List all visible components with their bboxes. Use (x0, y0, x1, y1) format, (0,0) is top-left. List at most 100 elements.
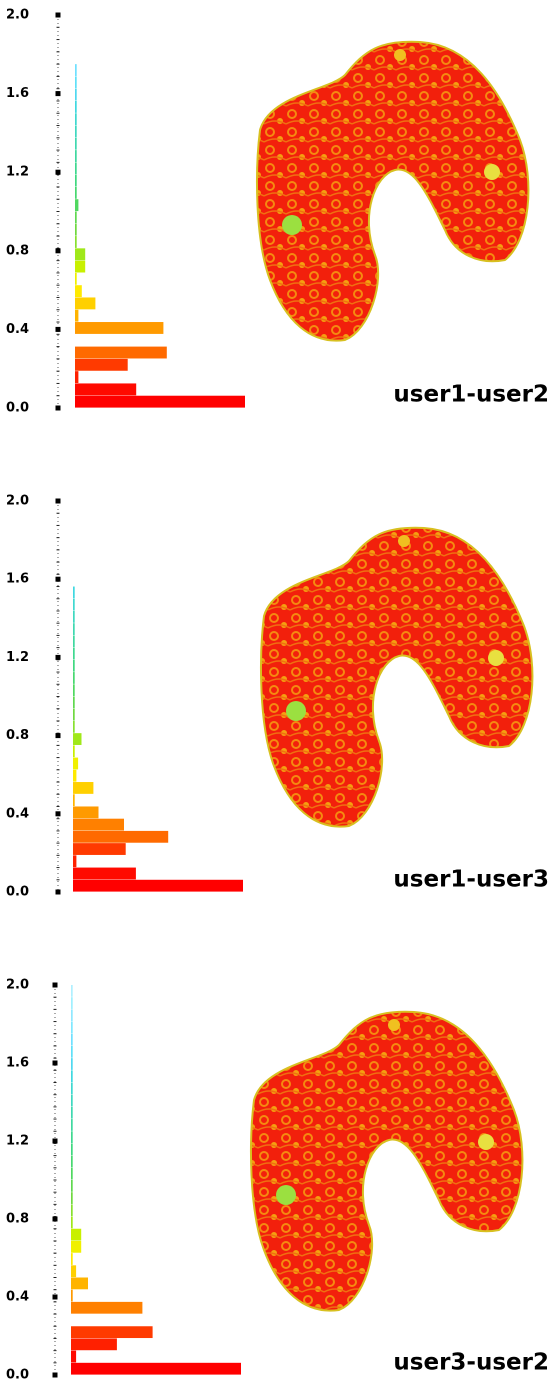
histogram-bar (75, 212, 77, 224)
histogram-bar (71, 1070, 73, 1082)
histogram-bar (73, 648, 75, 660)
histogram-bar (71, 1034, 73, 1046)
histogram-bar (71, 1363, 241, 1375)
page: 0.0 0.4 0.8 1.2 1.6 2.0 user1-user2 0.0 0.4 0.8 1.… (0, 0, 556, 1391)
histogram-bar (75, 187, 77, 199)
y-tick-label: 2.0 (6, 494, 29, 509)
y-tick-label: 0.8 (6, 728, 29, 743)
tick-mark (56, 655, 61, 660)
histogram-bar (73, 819, 124, 831)
histogram-bar (75, 359, 128, 371)
histogram-bar (75, 236, 77, 248)
histogram-bar (71, 1241, 81, 1253)
histogram-bar (75, 224, 77, 236)
bone-render (257, 42, 528, 341)
histogram-bar (75, 383, 136, 395)
bone-render (251, 1012, 522, 1311)
histogram-bar (71, 1143, 73, 1155)
y-tick-label: 2.0 (6, 8, 29, 23)
panel-label: user1-user3 (393, 867, 549, 893)
histogram-bar (75, 371, 78, 383)
histogram-bar (73, 745, 75, 757)
histogram-bar (71, 1058, 73, 1070)
histogram-bar (73, 721, 75, 733)
y-tick-label: 2.0 (6, 978, 29, 993)
histogram-bar (75, 396, 245, 408)
histogram-bar (73, 831, 168, 843)
panel-label: user3-user2 (393, 1350, 549, 1376)
histogram-bar (71, 1253, 73, 1265)
histogram-bar (73, 782, 93, 794)
y-tick-label: 0.8 (6, 1212, 29, 1227)
histogram-bar (71, 997, 73, 1009)
histogram-bar (71, 1338, 117, 1350)
y-tick-label: 0.4 (6, 1290, 29, 1305)
y-tick-label: 0.0 (6, 885, 29, 900)
histogram-bar (75, 175, 77, 187)
histogram-bar (71, 1302, 142, 1314)
tick-mark (56, 13, 61, 18)
tick-mark (53, 1295, 58, 1300)
histogram-bar (73, 611, 75, 623)
histogram-bar (71, 1022, 73, 1034)
histogram-bar (73, 635, 75, 647)
histogram-bar (73, 770, 76, 782)
histogram-bar (73, 868, 136, 880)
histogram-bar (73, 599, 75, 611)
tick-mark (56, 406, 61, 411)
histogram-bar (75, 101, 77, 113)
y-tick-label: 1.2 (6, 650, 29, 665)
tick-mark (56, 577, 61, 582)
histogram-bar (75, 138, 77, 150)
figure: 0.0 0.4 0.8 1.2 1.6 2.0 user1-user2 0.0 0.4 0.8 1.… (0, 0, 556, 1391)
histogram-bar (71, 1326, 153, 1338)
histogram-bar (75, 76, 77, 88)
tick-mark (53, 1373, 58, 1378)
histogram-bar (75, 285, 82, 297)
histogram-bar (71, 1204, 73, 1216)
histogram-bar (73, 672, 75, 684)
histogram-bar (71, 1083, 73, 1095)
histogram-bar (73, 855, 76, 867)
histogram-bar (75, 150, 77, 162)
histogram-bar (71, 1095, 73, 1107)
histogram-bar (75, 89, 77, 101)
histogram-bar (71, 1217, 73, 1229)
histogram-bar (75, 113, 77, 125)
histogram-bar (75, 261, 85, 273)
histogram-bar (75, 64, 77, 76)
histogram-bar (73, 660, 75, 672)
histogram-bar (71, 1290, 73, 1302)
y-tick-label: 1.6 (6, 1056, 29, 1071)
tick-mark (56, 890, 61, 895)
histogram-bar (73, 806, 99, 818)
panel-label: user1-user2 (393, 382, 549, 408)
histogram-bar (71, 1046, 73, 1058)
y-tick-label: 0.4 (6, 322, 29, 337)
y-tick-label: 0.8 (6, 243, 29, 258)
histogram-bar (73, 794, 75, 806)
tick-mark (56, 327, 61, 332)
y-tick-label: 1.2 (6, 165, 29, 180)
tick-mark (53, 1061, 58, 1066)
tick-mark (56, 91, 61, 96)
y-tick-label: 1.6 (6, 572, 29, 587)
histogram-bar (71, 1278, 88, 1290)
histogram-bar (71, 1009, 73, 1021)
histogram-bar (71, 1168, 73, 1180)
histogram-bar (71, 1107, 73, 1119)
bone-render (261, 528, 532, 827)
histogram-bar (75, 126, 77, 138)
histogram-bar (71, 1351, 76, 1363)
histogram-bar (71, 1229, 81, 1241)
histogram-bar (73, 709, 75, 721)
y-tick-label: 0.0 (6, 401, 29, 416)
histogram-bar (71, 1180, 73, 1192)
tick-mark (53, 1217, 58, 1222)
histogram-bar (75, 347, 167, 359)
histogram-bar (75, 199, 78, 211)
histogram-bar (71, 1156, 73, 1168)
y-tick-label: 1.2 (6, 1134, 29, 1149)
histogram-bar (75, 310, 78, 322)
tick-mark (56, 733, 61, 738)
